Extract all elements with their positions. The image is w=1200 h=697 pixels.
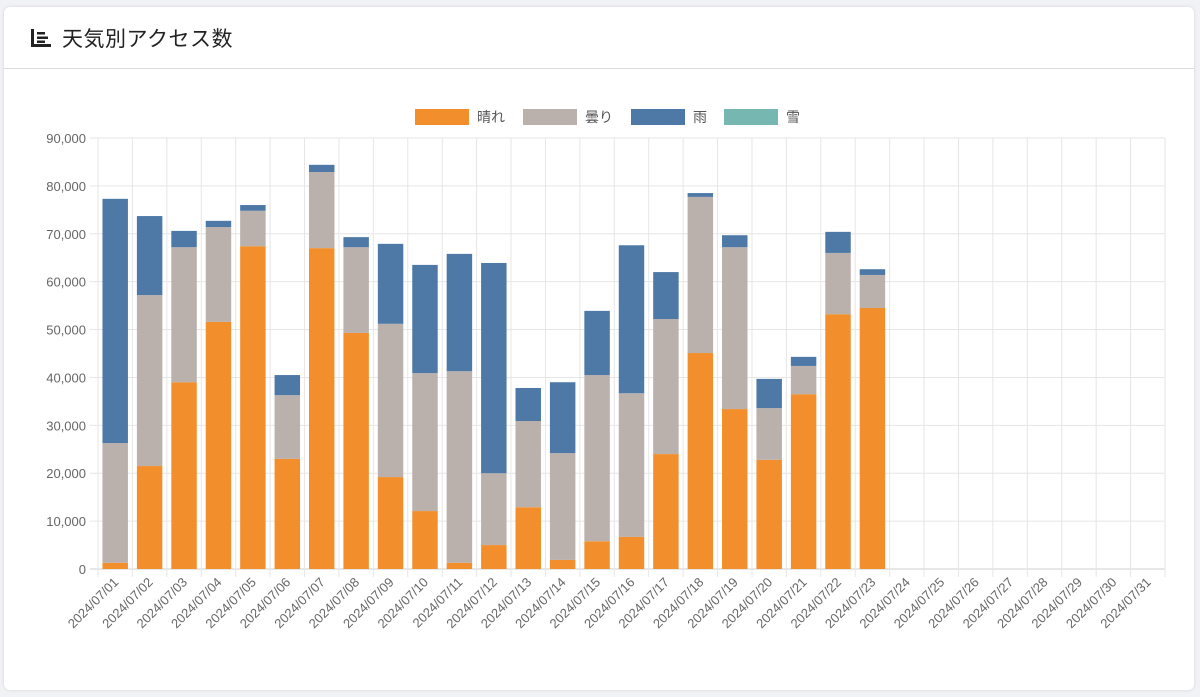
- bar-segment: [687, 193, 714, 197]
- bar-segment: [859, 274, 886, 309]
- y-tick-label: 30,000: [46, 418, 86, 433]
- bar-segment: [446, 562, 473, 569]
- y-tick-label: 0: [79, 562, 86, 577]
- bar-segment: [136, 295, 163, 467]
- bar-segment: [756, 378, 782, 409]
- bar-segment: [859, 269, 886, 275]
- bar-segment: [274, 395, 301, 459]
- bar-segment: [412, 373, 438, 512]
- bar-segment: [377, 477, 404, 569]
- bar-segment: [377, 323, 404, 478]
- bar-segment: [171, 247, 197, 383]
- legend-label: 曇り: [585, 110, 613, 126]
- bar-segment: [102, 562, 128, 569]
- bar-segment: [790, 394, 817, 569]
- bar-segment: [481, 262, 507, 474]
- legend-swatch: [523, 109, 577, 125]
- bar-segment: [102, 198, 128, 444]
- y-tick-label: 40,000: [46, 370, 86, 385]
- bar-segment: [825, 231, 851, 253]
- y-tick-label: 90,000: [46, 131, 86, 146]
- bar-segment: [171, 382, 197, 569]
- bar-segment: [412, 511, 438, 569]
- bar-segment: [825, 314, 851, 569]
- bar-segment: [481, 473, 507, 546]
- bar-segment: [859, 308, 886, 569]
- bar-segment: [274, 375, 301, 396]
- legend-label: 雨: [693, 110, 707, 126]
- bar-segment: [308, 248, 335, 569]
- bar-segment: [171, 230, 197, 248]
- bar-segment: [790, 356, 817, 366]
- bar-segment: [790, 365, 817, 395]
- bar-segment: [515, 507, 541, 569]
- bar-segment: [584, 375, 610, 542]
- bar-segment: [308, 164, 335, 173]
- card-title: 天気別アクセス数: [62, 26, 233, 51]
- bar-segment: [549, 453, 576, 560]
- bar-segment: [205, 220, 232, 228]
- bar-segment: [687, 353, 714, 569]
- bar-segment: [205, 321, 232, 569]
- bar-segment: [756, 459, 782, 569]
- bar-segment: [308, 172, 335, 249]
- bar-segment: [205, 227, 232, 322]
- y-tick-label: 50,000: [46, 323, 86, 338]
- y-tick-label: 80,000: [46, 179, 86, 194]
- y-tick-label: 70,000: [46, 227, 86, 242]
- bar-segment: [412, 264, 438, 374]
- card-header: 天気別アクセス数: [4, 7, 1194, 69]
- bar-segment: [343, 247, 369, 333]
- bar-segment: [653, 454, 679, 569]
- bar-segment: [722, 235, 748, 248]
- legend-swatch: [415, 109, 469, 125]
- bar-segment: [446, 371, 473, 563]
- legend-swatch: [724, 109, 778, 125]
- bar-segment: [584, 310, 610, 376]
- bar-segment: [446, 253, 473, 372]
- bar-segment: [756, 408, 782, 460]
- bar-segment: [722, 247, 748, 410]
- bar-segment: [549, 559, 576, 569]
- legend-swatch: [631, 109, 685, 125]
- bar-segment: [722, 409, 748, 569]
- y-tick-label: 20,000: [46, 466, 86, 481]
- bar-segment: [687, 196, 714, 354]
- bar-segment: [274, 458, 301, 569]
- bar-segment: [136, 466, 163, 569]
- bar-segment: [136, 216, 163, 296]
- bar-segment: [618, 536, 645, 569]
- y-tick-label: 60,000: [46, 275, 86, 290]
- bar-segment: [481, 545, 507, 569]
- legend-label: 雪: [786, 110, 800, 126]
- bar-segment: [584, 541, 610, 569]
- bar-segment: [240, 246, 266, 569]
- bar-segment: [515, 387, 541, 422]
- bar-segment: [653, 319, 679, 455]
- bar-segment: [618, 393, 645, 537]
- bar-segment: [515, 421, 541, 508]
- legend-label: 晴れ: [477, 110, 505, 126]
- y-tick-label: 10,000: [46, 514, 86, 529]
- bar-segment: [343, 332, 369, 569]
- bar-segment: [825, 252, 851, 315]
- bar-segment: [549, 382, 576, 454]
- bar-segment: [240, 210, 266, 247]
- bar-segment: [343, 237, 369, 248]
- bar-chart-icon: [31, 28, 51, 47]
- bar-segment: [102, 443, 128, 563]
- bar-segment: [653, 272, 679, 320]
- bar-segment: [618, 245, 645, 394]
- bar-segment: [377, 243, 404, 324]
- bar-segment: [240, 205, 266, 211]
